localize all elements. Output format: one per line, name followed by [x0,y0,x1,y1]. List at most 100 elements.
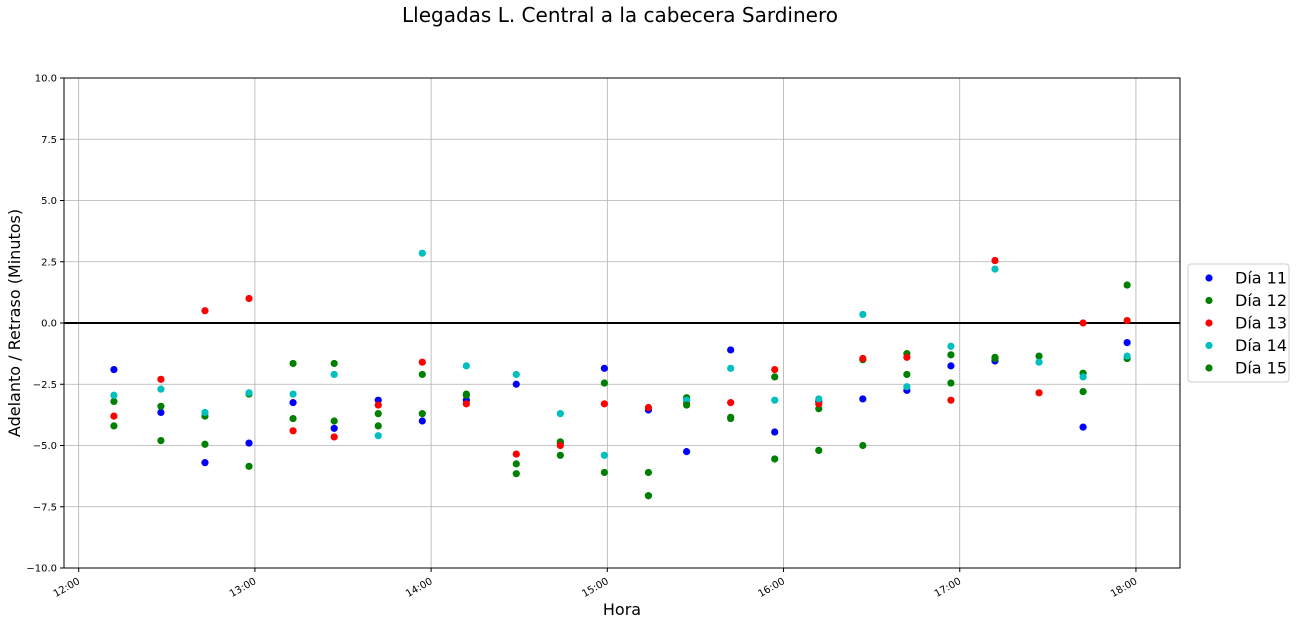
legend-marker [1205,364,1213,372]
data-point [991,354,999,363]
data-point [859,354,867,363]
y-tick-label: 2.5 [41,257,57,268]
data-point [418,358,426,366]
data-point [556,441,564,450]
data-point [110,365,118,374]
y-tick-label: −5.0 [33,441,57,452]
legend-label: Día 13 [1235,314,1287,333]
data-point [1035,389,1043,397]
data-point [903,370,911,379]
y-tick-label: 5.0 [41,196,57,207]
data-point [815,446,823,454]
legend-marker [1205,319,1213,327]
x-tick-label: 18:00 [1109,576,1139,600]
data-point [110,391,118,399]
data-point [110,422,118,430]
data-point [462,400,470,408]
data-point [859,441,867,450]
data-point [600,379,608,387]
data-point [374,410,382,418]
data-point [418,417,426,425]
data-point [771,373,779,381]
data-point [330,417,338,425]
data-point [157,408,165,417]
data-point [859,395,867,403]
data-point [644,468,653,477]
x-axis-ticks: 12:00 13:00 14:00 15:00 16:00 17:00 18:00 [52,568,1139,600]
data-point [245,439,253,447]
data-point [157,385,165,393]
data-point [330,433,338,441]
data-point [771,455,779,463]
data-point [947,379,955,387]
data-point [289,427,297,435]
data-point [245,462,253,470]
series-5 [110,281,1131,500]
data-point [330,359,338,368]
data-point [947,351,955,359]
data-point [512,380,520,388]
data-point [947,362,955,370]
data-point [418,370,426,379]
legend-marker [1205,296,1213,305]
data-point [330,370,338,379]
series-3 [110,256,1131,458]
data-point [903,383,911,391]
y-tick-label: −10.0 [26,564,57,575]
x-tick-label: 15:00 [580,576,610,600]
legend-label: Día 11 [1235,269,1287,288]
data-point [771,396,779,404]
y-tick-label: 7.5 [41,135,57,146]
data-point [512,370,520,379]
data-point [600,400,608,408]
data-point [771,365,779,374]
x-tick-label: 17:00 [933,576,963,600]
data-point [1079,423,1087,431]
legend-box [1187,263,1290,383]
data-point [330,424,338,432]
data-point [600,451,608,459]
data-point [157,375,165,383]
data-point [374,432,382,440]
data-point [1035,358,1043,366]
data-point [556,410,564,418]
data-point [991,265,999,273]
data-point [771,428,779,436]
data-point [644,492,653,500]
data-point [683,448,691,456]
y-tick-label: −7.5 [33,502,57,513]
legend-label: Día 12 [1235,291,1287,310]
data-point [644,403,653,412]
data-point [1079,319,1087,327]
data-point [289,359,297,368]
data-point [512,450,520,458]
data-point [947,342,955,350]
data-points [110,249,1131,500]
legend-marker [1205,341,1213,350]
legend: Día 11 Día 12 Día 13 Día 14 Día 15 [1187,263,1290,383]
data-point [1079,373,1087,381]
data-point [1123,316,1131,325]
series-4 [110,249,1131,500]
data-point [903,353,911,361]
x-tick-label: 12:00 [52,576,82,600]
data-point [289,399,297,407]
data-point [859,310,867,319]
data-point [462,391,470,399]
data-point [289,414,297,423]
y-axis-label: Adelanto / Retraso (Minutos) [5,209,24,437]
y-axis-ticks: −10.0 −7.5 −5.0 −2.5 0.0 2.5 5.0 7.5 10.0 [26,74,64,575]
data-point [110,397,118,405]
data-point [201,408,209,417]
data-point [600,364,608,372]
data-point [727,414,735,423]
data-point [374,422,382,430]
data-point [418,249,426,257]
legend-label: Día 15 [1235,359,1287,378]
data-point [1035,352,1043,360]
data-point [600,468,608,477]
data-point [556,451,564,459]
data-point [727,399,735,407]
data-point [683,401,691,409]
data-point [201,440,209,448]
